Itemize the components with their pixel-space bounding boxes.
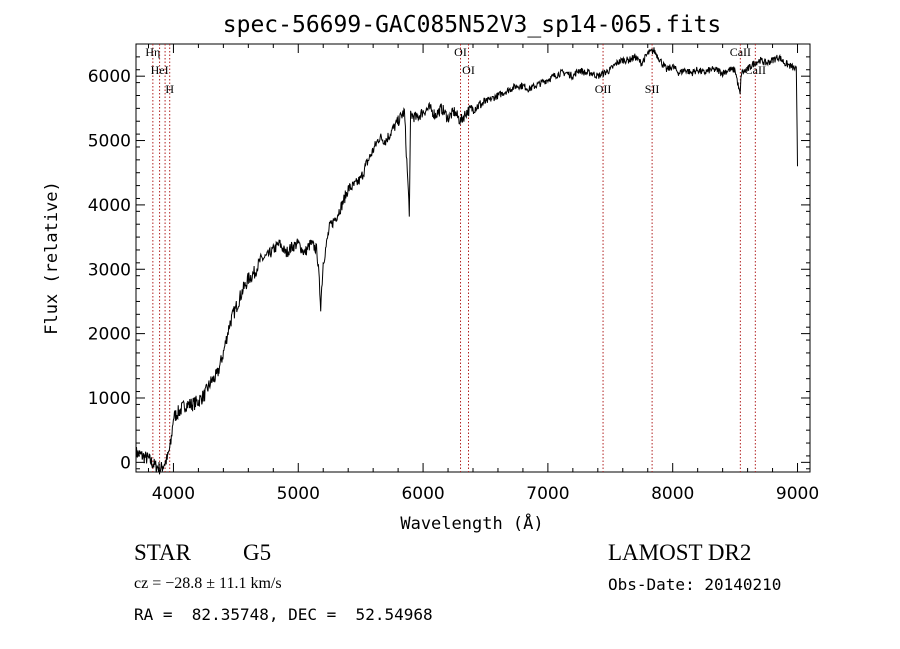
axis-ticks: 4000 5000 6000 7000 8000 9000 0 1000 2000 3000 400… bbox=[88, 44, 819, 504]
spectral-line-label: SII bbox=[645, 82, 660, 96]
x-tick-label: 8000 bbox=[651, 484, 694, 504]
spectral-line-label: H bbox=[165, 82, 174, 96]
chart-title: spec-56699-GAC085N52V3_sp14-065.fits bbox=[223, 12, 722, 38]
object-class: STAR bbox=[134, 540, 191, 565]
spectral-line-label: CaII bbox=[730, 45, 751, 59]
x-tick-label: 7000 bbox=[526, 484, 569, 504]
x-axis-label: Wavelength (Å) bbox=[400, 512, 543, 534]
y-tick-label: 4000 bbox=[88, 196, 131, 216]
y-tick-label: 2000 bbox=[88, 325, 131, 345]
spectral-line-label: OII bbox=[595, 82, 612, 96]
spectral-line-label: HeI bbox=[151, 63, 169, 77]
x-tick-label: 9000 bbox=[776, 484, 819, 504]
series-layer bbox=[135, 47, 798, 475]
x-tick-label: 6000 bbox=[401, 484, 444, 504]
spectrum-series-line bbox=[135, 47, 798, 475]
ra-dec: RA = 82.35748, DEC = 52.54968 bbox=[134, 605, 433, 624]
survey-name: LAMOST DR2 bbox=[608, 540, 752, 565]
y-tick-label: 0 bbox=[120, 453, 131, 473]
spectral-line-label: Hη bbox=[145, 45, 160, 59]
y-tick-label: 6000 bbox=[88, 67, 131, 87]
y-axis-label: Flux (relative) bbox=[42, 181, 62, 335]
y-tick-label: 1000 bbox=[88, 389, 131, 409]
redshift-velocity: cz = −28.8 ± 11.1 km/s bbox=[134, 575, 282, 592]
object-subclass: G5 bbox=[243, 540, 272, 565]
y-tick-label: 5000 bbox=[88, 132, 131, 152]
spectral-line-label: OI bbox=[462, 63, 475, 77]
observation-date: Obs-Date: 20140210 bbox=[608, 575, 782, 594]
spectral-line-label: OI bbox=[454, 45, 467, 59]
y-tick-label: 3000 bbox=[88, 260, 131, 280]
x-tick-label: 5000 bbox=[277, 484, 320, 504]
x-tick-label: 4000 bbox=[152, 484, 195, 504]
